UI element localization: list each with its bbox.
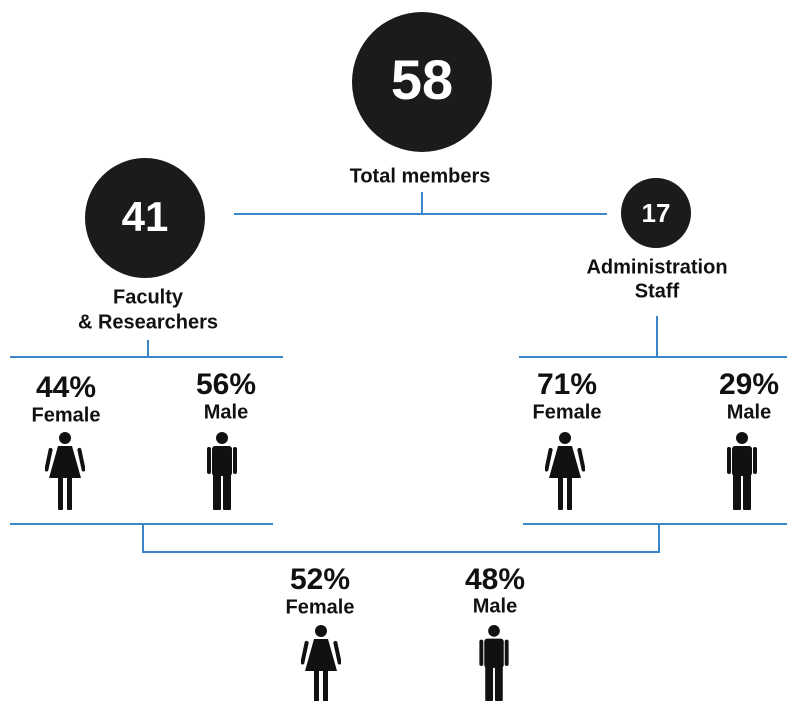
total-label: Total members bbox=[350, 165, 491, 187]
connectors bbox=[10, 192, 787, 553]
connector bbox=[234, 192, 607, 215]
connector bbox=[10, 523, 787, 553]
group-circle bbox=[85, 158, 205, 278]
female-icon bbox=[301, 625, 341, 701]
percent: 29% bbox=[719, 368, 779, 401]
group-label: & Researchers bbox=[78, 311, 218, 333]
female-icon bbox=[545, 432, 585, 510]
group-value: 17 bbox=[642, 198, 671, 228]
male-icon bbox=[207, 432, 237, 510]
connector bbox=[10, 340, 283, 358]
female-icon bbox=[45, 432, 85, 510]
gender-label: Female bbox=[533, 401, 602, 423]
male-icon bbox=[479, 625, 509, 701]
group-label: Staff bbox=[635, 280, 680, 302]
percent: 44% bbox=[36, 371, 96, 404]
connector bbox=[519, 316, 787, 358]
gender-label: Male bbox=[204, 401, 248, 423]
total-circle bbox=[352, 12, 492, 152]
gender-label: Male bbox=[727, 401, 771, 423]
percent: 52% bbox=[290, 563, 350, 596]
group-value: 41 bbox=[122, 193, 169, 240]
gender-label: Male bbox=[473, 595, 517, 617]
gender-label: Female bbox=[32, 404, 101, 426]
percent: 48% bbox=[465, 563, 525, 596]
male-icon bbox=[727, 432, 757, 510]
total-value: 58 bbox=[391, 48, 453, 111]
group-circle bbox=[621, 178, 691, 248]
percent: 56% bbox=[196, 368, 256, 401]
group-label: Administration bbox=[586, 256, 727, 278]
gender-label: Female bbox=[286, 596, 355, 618]
group-label: Faculty bbox=[113, 286, 184, 308]
percent: 71% bbox=[537, 368, 597, 401]
